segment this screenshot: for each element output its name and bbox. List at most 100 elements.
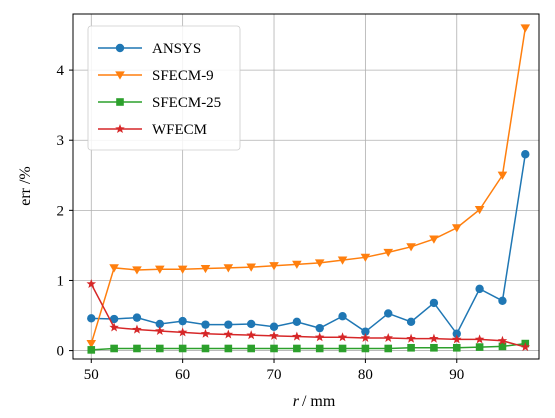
data-point-ansys: [429, 298, 439, 308]
data-point-ansys: [292, 317, 302, 327]
data-point-sfecm-9: [314, 259, 325, 268]
legend-marker-wfecm: [115, 124, 125, 134]
y-tick-label: 1: [57, 273, 65, 289]
data-point-sfecm-9: [451, 224, 462, 233]
y-tick-label: 4: [57, 63, 65, 79]
data-point-wfecm: [109, 322, 119, 332]
data-point-sfecm-9: [360, 253, 371, 262]
data-point-ansys: [132, 313, 142, 322]
data-point-sfecm-25: [293, 344, 301, 353]
x-axis-unit: / mm: [302, 393, 336, 410]
legend-label-sfecm-25: SFECM-25: [152, 95, 221, 111]
legend-marker-sfecm-9: [115, 71, 125, 80]
y-tick-label: 2: [57, 203, 65, 219]
data-point-sfecm-25: [224, 344, 233, 353]
series-wfecm: [86, 278, 531, 352]
plot-frame: [72, 13, 540, 360]
legend-label-sfecm-9: SFECM-9: [152, 68, 214, 84]
data-point-wfecm: [383, 332, 393, 343]
data-point-wfecm: [200, 328, 211, 338]
data-point-sfecm-25: [247, 344, 255, 353]
x-axis-label: r / mm: [293, 393, 336, 410]
data-point-wfecm: [246, 330, 256, 340]
data-point-ansys: [201, 320, 210, 329]
data-point-sfecm-25: [452, 343, 461, 352]
legend: ANSYS SFECM-9 SFECM-25 WFECM: [87, 25, 241, 151]
data-point-sfecm-9: [246, 263, 256, 272]
x-tick-label: 90: [449, 367, 464, 383]
x-tick-label: 80: [358, 367, 373, 383]
data-point-sfecm-25: [133, 344, 141, 353]
legend-item-sfecm-25: SFECM-25: [98, 95, 221, 111]
axis-ticks: 50 60 70 80 90 0 1 2 3 4: [57, 63, 465, 383]
data-point-sfecm-9: [200, 264, 211, 274]
data-point-sfecm-9: [406, 243, 416, 252]
data-point-wfecm: [86, 278, 97, 289]
data-point-sfecm-25: [430, 343, 438, 352]
data-point-wfecm: [406, 333, 416, 343]
legend-label-wfecm: WFECM: [152, 122, 207, 138]
data-point-ansys: [521, 150, 530, 159]
data-point-ansys: [452, 329, 461, 338]
data-point-ansys: [338, 312, 347, 321]
legend-marker-ansys: [115, 43, 125, 53]
data-point-sfecm-9: [474, 206, 485, 215]
data-point-sfecm-9: [429, 235, 439, 244]
data-point-wfecm: [429, 333, 439, 343]
data-point-wfecm: [155, 325, 165, 335]
data-point-sfecm-25: [361, 344, 370, 353]
data-point-wfecm: [223, 329, 234, 339]
series-sfecm-9: [86, 24, 531, 349]
data-point-sfecm-9: [292, 260, 302, 269]
data-point-wfecm: [497, 335, 508, 345]
legend-item-ansys: ANSYS: [98, 41, 201, 57]
legend-label-ansys: ANSYS: [152, 41, 201, 57]
data-point-wfecm: [177, 327, 188, 337]
data-point-ansys: [155, 319, 165, 329]
series-line-ansys: [91, 154, 527, 336]
series-sfecm-25: [87, 339, 530, 354]
data-point-sfecm-25: [407, 343, 415, 352]
data-point-sfecm-9: [520, 24, 531, 33]
data-point-ansys: [109, 314, 119, 324]
data-point-sfecm-9: [109, 264, 119, 273]
data-point-sfecm-9: [223, 264, 234, 273]
y-tick-label: 3: [57, 133, 65, 149]
data-point-sfecm-9: [132, 266, 142, 275]
legend-item-wfecm: WFECM: [98, 122, 207, 138]
data-point-wfecm: [360, 332, 371, 343]
data-point-ansys: [246, 319, 256, 329]
legend-item-sfecm-9: SFECM-9: [98, 68, 214, 84]
data-point-sfecm-25: [270, 344, 278, 353]
data-point-ansys: [384, 309, 393, 318]
x-tick-label: 50: [84, 367, 99, 383]
series-line-sfecm-25: [91, 342, 526, 351]
data-point-ansys: [475, 284, 484, 294]
data-point-wfecm: [132, 324, 142, 334]
data-point-sfecm-9: [177, 265, 188, 274]
series-line-sfecm-9: [90, 27, 527, 344]
series-line-wfecm: [90, 283, 526, 348]
data-point-sfecm-25: [498, 342, 507, 351]
data-point-sfecm-25: [178, 344, 187, 353]
data-point-ansys: [406, 317, 416, 327]
data-point-sfecm-25: [156, 344, 164, 353]
data-point-sfecm-25: [201, 344, 210, 353]
data-point-sfecm-9: [383, 248, 394, 258]
legend-box: [87, 25, 241, 151]
data-point-sfecm-25: [475, 343, 484, 351]
data-point-ansys: [498, 296, 507, 305]
data-point-ansys: [87, 314, 96, 323]
data-point-wfecm: [314, 332, 325, 342]
x-tick-label: 60: [175, 367, 190, 383]
data-point-wfecm: [292, 331, 302, 341]
data-point-sfecm-25: [315, 344, 324, 353]
data-point-sfecm-25: [384, 344, 393, 353]
data-point-sfecm-9: [86, 339, 97, 349]
data-point-ansys: [315, 323, 324, 333]
data-point-wfecm: [269, 330, 279, 340]
data-point-sfecm-25: [87, 346, 96, 354]
data-point-ansys: [224, 320, 233, 329]
data-point-wfecm: [474, 334, 485, 344]
